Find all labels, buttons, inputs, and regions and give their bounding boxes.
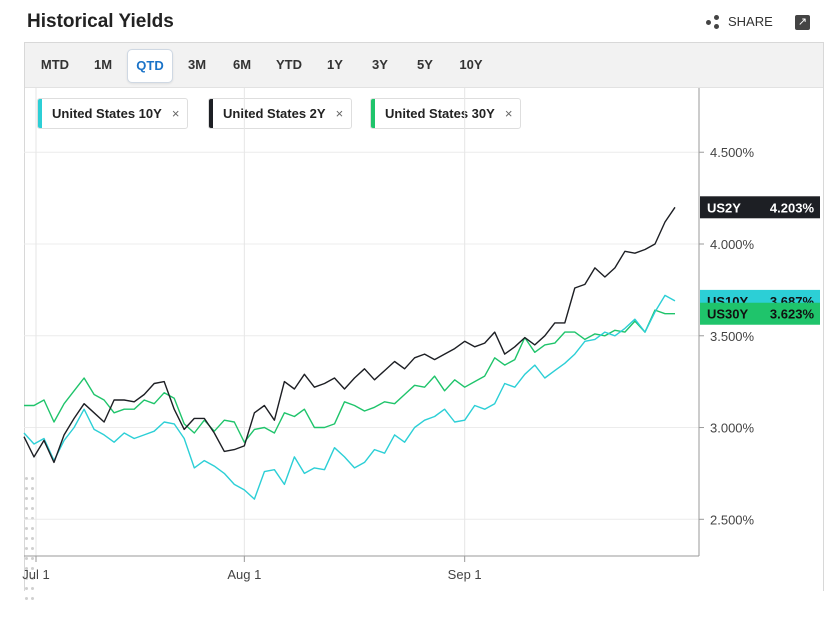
legend-chip-label: United States 30Y bbox=[385, 106, 495, 121]
legend-chip-us30y[interactable]: United States 30Y × bbox=[370, 98, 522, 129]
range-tabs: MTD 1M QTD 3M 6M YTD 1Y 3Y 5Y 10Y bbox=[25, 43, 823, 88]
close-icon[interactable]: × bbox=[335, 106, 344, 121]
last-value-series-name: US2Y bbox=[707, 200, 741, 215]
x-tick-label: Jul 1 bbox=[22, 567, 49, 582]
tab-mtd[interactable]: MTD bbox=[40, 57, 70, 72]
tab-1y[interactable]: 1Y bbox=[327, 57, 343, 72]
series-color-swatch bbox=[209, 99, 213, 128]
legend-chip-us2y[interactable]: United States 2Y × bbox=[208, 98, 353, 129]
y-tick-label: 3.000% bbox=[710, 421, 755, 436]
series-color-swatch bbox=[371, 99, 375, 128]
close-icon[interactable]: × bbox=[171, 106, 180, 121]
expand-icon[interactable]: ↗ bbox=[795, 15, 810, 30]
chart-panel: MTD 1M QTD 3M 6M YTD 1Y 3Y 5Y 10Y United… bbox=[24, 42, 824, 600]
legend-chip-label: United States 2Y bbox=[223, 106, 326, 121]
tab-3m[interactable]: 3M bbox=[187, 57, 207, 72]
legend-chip-us10y[interactable]: United States 10Y × bbox=[37, 98, 189, 129]
share-button[interactable]: SHARE bbox=[706, 14, 773, 29]
tab-1m[interactable]: 1M bbox=[93, 57, 113, 72]
tab-10y[interactable]: 10Y bbox=[459, 57, 483, 72]
x-tick-label: Aug 1 bbox=[227, 567, 261, 582]
share-icon bbox=[706, 14, 722, 29]
series-color-swatch bbox=[38, 99, 42, 128]
yield-line-chart: 2.500% 3.000% 3.500% 4.000% 4.500% Jul 1 Aug 1… bbox=[22, 88, 820, 582]
tab-qtd[interactable]: QTD bbox=[127, 49, 173, 83]
y-tick-label: 4.500% bbox=[710, 145, 755, 160]
page-title: Historical Yields bbox=[27, 11, 174, 32]
share-label: SHARE bbox=[728, 14, 773, 29]
last-value-series-name: US30Y bbox=[707, 307, 749, 322]
last-value-label: 4.203% bbox=[770, 200, 815, 215]
series-line-us30y bbox=[24, 309, 675, 443]
tab-6m[interactable]: 6M bbox=[232, 57, 252, 72]
tab-3y[interactable]: 3Y bbox=[372, 57, 388, 72]
tab-5y[interactable]: 5Y bbox=[417, 57, 433, 72]
close-icon[interactable]: × bbox=[504, 106, 513, 121]
last-value-label: 3.623% bbox=[770, 307, 815, 322]
y-tick-label: 4.000% bbox=[710, 237, 755, 252]
tab-ytd[interactable]: YTD bbox=[276, 57, 302, 72]
legend-chip-label: United States 10Y bbox=[52, 106, 162, 121]
y-tick-label: 2.500% bbox=[710, 512, 755, 527]
y-tick-label: 3.500% bbox=[710, 329, 755, 344]
last-value-tag-us2y bbox=[700, 196, 820, 219]
last-value-tag-us30y bbox=[700, 302, 820, 325]
x-tick-label: Sep 1 bbox=[448, 567, 482, 582]
series-line-us2y bbox=[23, 206, 676, 464]
series-line-us10y bbox=[23, 294, 676, 500]
